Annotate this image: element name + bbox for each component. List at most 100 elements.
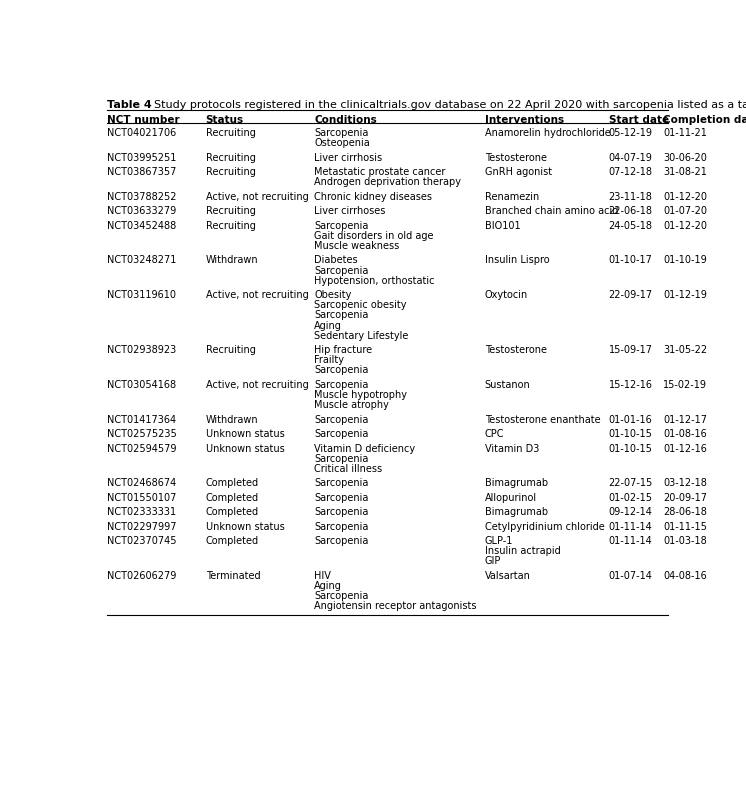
Text: Hip fracture: Hip fracture [314,345,372,355]
Text: NCT03633279: NCT03633279 [107,206,177,216]
Text: Sarcopenia: Sarcopenia [314,414,369,425]
Text: NCT03995251: NCT03995251 [107,152,177,162]
Text: NCT02938923: NCT02938923 [107,345,177,355]
Text: 01-08-16: 01-08-16 [663,429,706,439]
Text: 23-11-18: 23-11-18 [609,192,653,202]
Text: Recruiting: Recruiting [206,206,255,216]
Text: Recruiting: Recruiting [206,221,255,231]
Text: Table 4: Table 4 [107,100,152,111]
Text: 01-07-20: 01-07-20 [663,206,707,216]
Text: Muscle weakness: Muscle weakness [314,241,399,251]
Text: Sarcopenia: Sarcopenia [314,128,369,138]
Text: NCT01550107: NCT01550107 [107,493,177,502]
Text: GLP-1: GLP-1 [485,536,513,546]
Text: Unknown status: Unknown status [206,522,284,531]
Text: Active, not recruiting: Active, not recruiting [206,380,308,390]
Text: 01-02-15: 01-02-15 [609,493,653,502]
Text: Sarcopenia: Sarcopenia [314,366,369,375]
Text: 01-07-14: 01-07-14 [609,571,653,581]
Text: 01-10-17: 01-10-17 [609,255,653,265]
Text: Sarcopenia: Sarcopenia [314,429,369,439]
Text: Valsartan: Valsartan [485,571,530,581]
Text: 01-12-16: 01-12-16 [663,444,706,454]
Text: 22-09-17: 22-09-17 [609,290,653,300]
Text: NCT02468674: NCT02468674 [107,478,177,488]
Text: Completed: Completed [206,507,259,517]
Text: Unknown status: Unknown status [206,444,284,454]
Text: 15-09-17: 15-09-17 [609,345,653,355]
Text: Muscle atrophy: Muscle atrophy [314,400,389,411]
Text: Diabetes: Diabetes [314,255,358,265]
Text: 01-12-17: 01-12-17 [663,414,707,425]
Text: Cetylpyridinium chloride: Cetylpyridinium chloride [485,522,604,531]
Text: Sarcopenia: Sarcopenia [314,591,369,601]
Text: Recruiting: Recruiting [206,128,255,138]
Text: Start date: Start date [609,115,668,125]
Text: BIO101: BIO101 [485,221,520,231]
Text: Aging: Aging [314,320,342,330]
Text: NCT03054168: NCT03054168 [107,380,176,390]
Text: Bimagrumab: Bimagrumab [485,507,548,517]
Text: Anamorelin hydrochloride: Anamorelin hydrochloride [485,128,610,138]
Text: Sarcopenia: Sarcopenia [314,522,369,531]
Text: 28-06-18: 28-06-18 [663,507,706,517]
Text: 01-12-20: 01-12-20 [663,221,707,231]
Text: Testosterone enanthate: Testosterone enanthate [485,414,601,425]
Text: NCT02370745: NCT02370745 [107,536,177,546]
Text: Angiotensin receptor antagonists: Angiotensin receptor antagonists [314,601,477,612]
Text: Sarcopenia: Sarcopenia [314,380,369,390]
Text: Oxytocin: Oxytocin [485,290,528,300]
Text: Insulin actrapid: Insulin actrapid [485,546,560,557]
Text: Sustanon: Sustanon [485,380,530,390]
Text: Sedentary Lifestyle: Sedentary Lifestyle [314,330,409,341]
Text: Frailty: Frailty [314,356,344,365]
Text: Sarcopenia: Sarcopenia [314,221,369,231]
Text: Recruiting: Recruiting [206,345,255,355]
Text: NCT03119610: NCT03119610 [107,290,176,300]
Text: 01-10-15: 01-10-15 [609,429,653,439]
Text: Sarcopenia: Sarcopenia [314,478,369,488]
Text: Muscle hypotrophy: Muscle hypotrophy [314,390,407,400]
Text: 15-12-16: 15-12-16 [609,380,653,390]
Text: 09-12-14: 09-12-14 [609,507,653,517]
Text: NCT02297997: NCT02297997 [107,522,177,531]
Text: Bimagrumab: Bimagrumab [485,478,548,488]
Text: NCT03452488: NCT03452488 [107,221,177,231]
Text: Sarcopenic obesity: Sarcopenic obesity [314,300,407,310]
Text: 20-09-17: 20-09-17 [663,493,707,502]
Text: Completed: Completed [206,536,259,546]
Text: Active, not recruiting: Active, not recruiting [206,192,308,202]
Text: Testosterone: Testosterone [485,152,547,162]
Text: Liver cirrhoses: Liver cirrhoses [314,206,386,216]
Text: 01-03-18: 01-03-18 [663,536,706,546]
Text: Obesity: Obesity [314,290,351,300]
Text: 01-11-15: 01-11-15 [663,522,706,531]
Text: NCT04021706: NCT04021706 [107,128,177,138]
Text: 01-01-16: 01-01-16 [609,414,652,425]
Text: Sarcopenia: Sarcopenia [314,454,369,464]
Text: 31-08-21: 31-08-21 [663,167,706,177]
Text: 01-11-21: 01-11-21 [663,128,706,138]
Text: Liver cirrhosis: Liver cirrhosis [314,152,382,162]
Text: Study protocols registered in the clinicaltrials.gov database on 22 April 2020 w: Study protocols registered in the clinic… [140,100,746,111]
Text: Critical illness: Critical illness [314,464,382,474]
Text: 31-05-22: 31-05-22 [663,345,707,355]
Text: 04-08-16: 04-08-16 [663,571,706,581]
Text: Terminated: Terminated [206,571,260,581]
Text: Vitamin D3: Vitamin D3 [485,444,539,454]
Text: 07-12-18: 07-12-18 [609,167,653,177]
Text: 01-10-15: 01-10-15 [609,444,653,454]
Text: Testosterone: Testosterone [485,345,547,355]
Text: GnRH agonist: GnRH agonist [485,167,552,177]
Text: 01-12-20: 01-12-20 [663,192,707,202]
Text: Active, not recruiting: Active, not recruiting [206,290,308,300]
Text: 05-12-19: 05-12-19 [609,128,653,138]
Text: Sarcopenia: Sarcopenia [314,493,369,502]
Text: Renamezin: Renamezin [485,192,539,202]
Text: Withdrawn: Withdrawn [206,255,258,265]
Text: Vitamin D deficiency: Vitamin D deficiency [314,444,416,454]
Text: NCT03248271: NCT03248271 [107,255,177,265]
Text: 24-05-18: 24-05-18 [609,221,653,231]
Text: 01-10-19: 01-10-19 [663,255,706,265]
Text: Conditions: Conditions [314,115,377,125]
